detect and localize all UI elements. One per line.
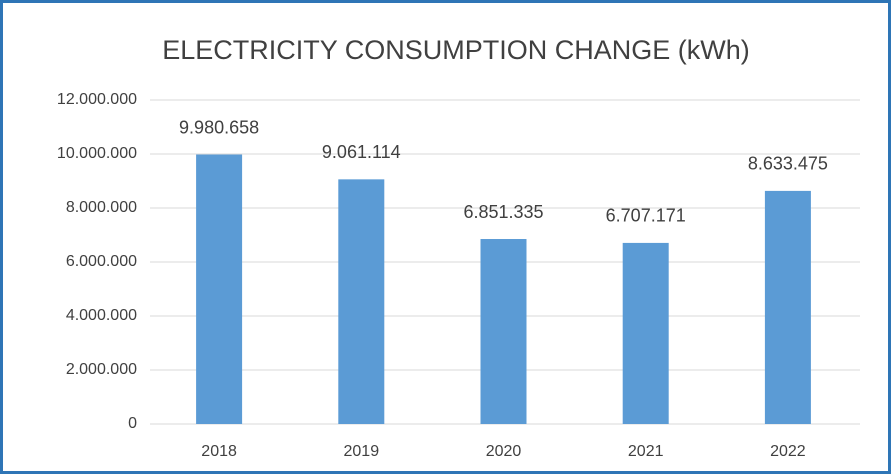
y-tick-label: 2.000.000 — [66, 361, 137, 378]
bar — [338, 179, 385, 424]
y-tick-label: 0 — [128, 415, 137, 432]
x-tick-label: 2021 — [628, 443, 664, 460]
data-label: 6.851.335 — [463, 202, 543, 222]
data-label: 9.980.658 — [179, 117, 259, 137]
y-tick-label: 4.000.000 — [66, 307, 137, 324]
data-label: 8.633.475 — [748, 154, 828, 174]
x-tick-label: 2022 — [770, 443, 806, 460]
x-tick-label: 2020 — [486, 443, 522, 460]
bar — [764, 190, 811, 424]
x-tick-label: 2019 — [344, 443, 380, 460]
data-label: 6.707.171 — [606, 206, 686, 226]
y-tick-label: 6.000.000 — [66, 253, 137, 270]
bar — [480, 239, 527, 424]
y-tick-label: 8.000.000 — [66, 199, 137, 216]
y-tick-label: 12.000.000 — [57, 91, 137, 108]
bar — [196, 154, 243, 425]
bar — [622, 242, 669, 424]
chart-title: ELECTRICITY CONSUMPTION CHANGE (kWh) — [162, 35, 750, 65]
y-tick-label: 10.000.000 — [57, 145, 137, 162]
x-tick-label: 2018 — [201, 443, 237, 460]
data-label: 9.061.114 — [322, 142, 401, 162]
